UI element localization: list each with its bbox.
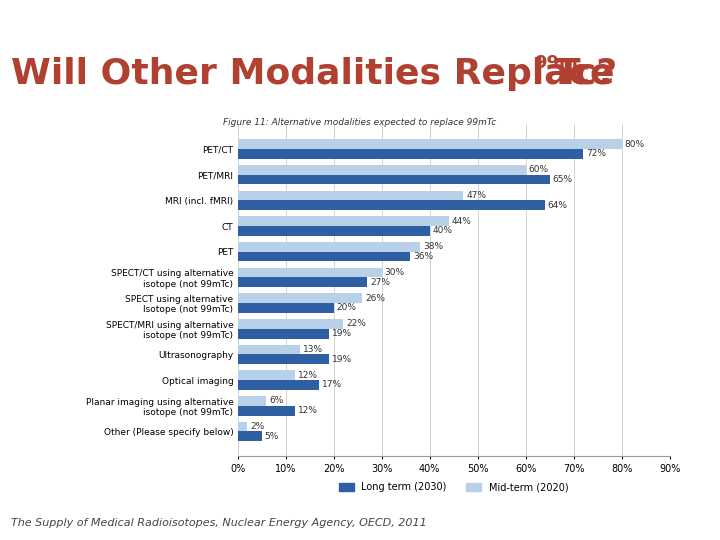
Text: 2%: 2% xyxy=(250,422,264,431)
Bar xyxy=(238,242,420,252)
Bar xyxy=(238,165,526,175)
Text: 22%: 22% xyxy=(346,319,366,328)
Bar xyxy=(238,370,295,380)
Text: The Supply of Medical Radioisotopes, Nuclear Energy Agency, OECD, 2011: The Supply of Medical Radioisotopes, Nuc… xyxy=(11,518,426,528)
Legend: Long term (2030), Mid-term (2020): Long term (2030), Mid-term (2020) xyxy=(335,478,572,496)
Text: 19%: 19% xyxy=(332,329,352,338)
Bar xyxy=(238,252,410,261)
Text: 26%: 26% xyxy=(365,294,385,303)
Bar xyxy=(238,406,295,416)
Bar xyxy=(238,303,333,313)
Text: 38%: 38% xyxy=(423,242,443,251)
Text: 80%: 80% xyxy=(624,140,644,149)
Text: Tc?: Tc? xyxy=(556,57,618,91)
Text: Will Other Modalities Replace: Will Other Modalities Replace xyxy=(11,57,627,91)
Bar xyxy=(238,396,266,406)
Text: 30%: 30% xyxy=(384,268,405,277)
Bar xyxy=(238,191,463,200)
Text: 19%: 19% xyxy=(332,355,352,364)
Bar xyxy=(238,175,549,185)
Bar xyxy=(238,200,545,210)
Text: 12%: 12% xyxy=(298,406,318,415)
Bar xyxy=(238,293,362,303)
Text: Figure 11: Alternative modalities expected to replace 99mTc: Figure 11: Alternative modalities expect… xyxy=(223,118,497,127)
Bar xyxy=(238,329,329,339)
Bar xyxy=(238,139,621,149)
Text: 65%: 65% xyxy=(552,175,572,184)
Text: 99m: 99m xyxy=(534,54,578,72)
Bar xyxy=(238,149,583,159)
Bar xyxy=(238,354,329,364)
Bar xyxy=(238,278,367,287)
Text: 5%: 5% xyxy=(264,432,279,441)
Text: 17%: 17% xyxy=(322,381,342,389)
Text: 72%: 72% xyxy=(586,150,606,158)
Bar xyxy=(238,226,430,236)
Text: 40%: 40% xyxy=(433,226,452,235)
Text: 44%: 44% xyxy=(451,217,472,226)
Bar xyxy=(238,217,449,226)
Bar xyxy=(238,268,382,278)
Text: 6%: 6% xyxy=(269,396,284,406)
Bar xyxy=(238,319,343,329)
Text: 12%: 12% xyxy=(298,371,318,380)
Text: 13%: 13% xyxy=(303,345,323,354)
Bar xyxy=(238,380,319,390)
Text: 60%: 60% xyxy=(528,165,549,174)
Text: 27%: 27% xyxy=(370,278,390,287)
Text: 47%: 47% xyxy=(466,191,486,200)
Text: 64%: 64% xyxy=(548,201,567,210)
Text: 20%: 20% xyxy=(336,303,356,313)
Bar xyxy=(238,422,247,431)
Bar xyxy=(238,431,261,441)
Text: 36%: 36% xyxy=(413,252,433,261)
Bar xyxy=(238,345,300,354)
